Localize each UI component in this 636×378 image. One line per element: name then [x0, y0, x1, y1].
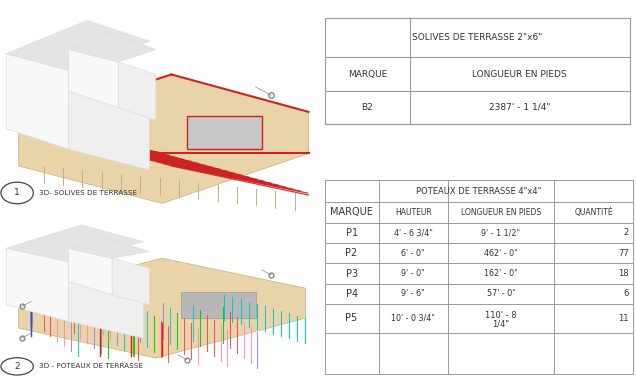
Polygon shape — [69, 33, 156, 62]
Text: 2: 2 — [624, 228, 629, 237]
Text: LONGUEUR EN PIEDS: LONGUEUR EN PIEDS — [461, 208, 541, 217]
Text: 6' - 0": 6' - 0" — [401, 249, 425, 258]
Text: POTEAUX DE TERRASSE 4"x4": POTEAUX DE TERRASSE 4"x4" — [416, 187, 541, 196]
Text: 2: 2 — [15, 362, 20, 371]
Text: 11: 11 — [618, 314, 629, 323]
Text: 10' - 0 3/4": 10' - 0 3/4" — [391, 314, 435, 323]
Text: 9' - 1 1/2": 9' - 1 1/2" — [481, 228, 521, 237]
Text: 4' - 6 3/4": 4' - 6 3/4" — [394, 228, 432, 237]
Text: LONGUEUR EN PIEDS: LONGUEUR EN PIEDS — [473, 70, 567, 79]
Text: P2: P2 — [345, 248, 357, 258]
Text: 9' - 0": 9' - 0" — [401, 269, 425, 278]
Text: P5: P5 — [345, 313, 357, 324]
Polygon shape — [69, 238, 149, 258]
Text: MARQUE: MARQUE — [330, 208, 373, 217]
Text: SOLIVES DE TERRASSE 2"x6": SOLIVES DE TERRASSE 2"x6" — [412, 33, 543, 42]
Polygon shape — [6, 54, 69, 149]
Bar — [324, 17, 630, 124]
Polygon shape — [181, 291, 256, 318]
Text: 110' - 8: 110' - 8 — [485, 310, 517, 319]
Polygon shape — [6, 20, 149, 70]
Text: 162' - 0": 162' - 0" — [484, 269, 518, 278]
Polygon shape — [6, 225, 143, 262]
Text: QUANTITÉ: QUANTITÉ — [574, 208, 612, 217]
Polygon shape — [69, 50, 118, 108]
Polygon shape — [112, 258, 149, 305]
Text: 77: 77 — [618, 249, 629, 258]
Text: 3D- SOLIVES DE TERRASSE: 3D- SOLIVES DE TERRASSE — [39, 190, 137, 196]
Text: 1: 1 — [14, 189, 20, 197]
Text: 2387' - 1 1/4": 2387' - 1 1/4" — [489, 103, 551, 112]
Polygon shape — [6, 248, 69, 321]
Text: 3D - POTEAUX DE TERRASSE: 3D - POTEAUX DE TERRASSE — [39, 363, 143, 369]
Text: B2: B2 — [361, 103, 373, 112]
Text: 462' - 0": 462' - 0" — [484, 249, 518, 258]
Polygon shape — [69, 262, 143, 338]
Polygon shape — [18, 258, 305, 358]
Circle shape — [1, 182, 33, 204]
Polygon shape — [69, 70, 149, 170]
Text: 1/4": 1/4" — [492, 320, 509, 329]
Polygon shape — [18, 74, 308, 203]
Text: 6: 6 — [623, 290, 629, 298]
Circle shape — [1, 358, 33, 375]
Text: P3: P3 — [345, 268, 357, 279]
Text: 57' - 0": 57' - 0" — [487, 290, 515, 298]
Text: 18: 18 — [618, 269, 629, 278]
Text: MARQUE: MARQUE — [348, 70, 387, 79]
Polygon shape — [69, 248, 112, 295]
Text: P4: P4 — [345, 289, 357, 299]
Polygon shape — [187, 116, 262, 149]
Text: HAUTEUR: HAUTEUR — [395, 208, 432, 217]
Polygon shape — [118, 62, 156, 120]
Text: 9' - 6": 9' - 6" — [401, 290, 425, 298]
Text: P1: P1 — [345, 228, 357, 238]
